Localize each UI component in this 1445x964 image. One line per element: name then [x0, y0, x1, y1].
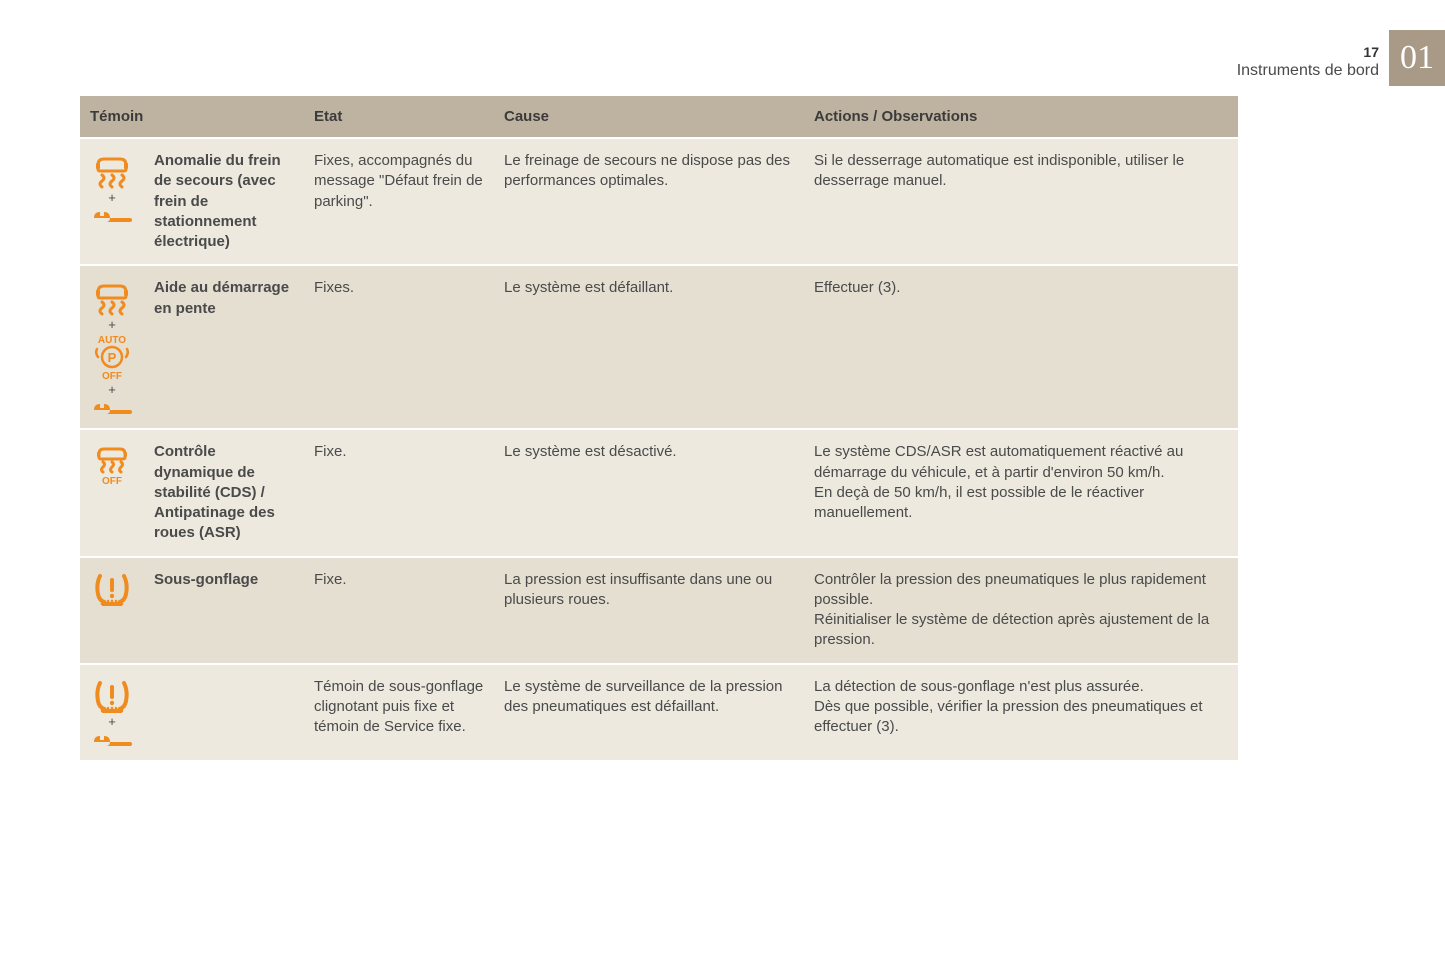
table-row: Sous-gonflage Fixe. La pression est insu…	[80, 557, 1238, 664]
tire-pressure-icon	[92, 570, 132, 606]
warning-etat: Fixe.	[304, 557, 494, 664]
warning-actions: Le système CDS/ASR est automatiquement r…	[804, 429, 1238, 556]
plus-icon: +	[108, 715, 116, 728]
plus-icon: +	[108, 318, 116, 331]
table-row: Contrôle dynamique de stabilité (CDS) / …	[80, 429, 1238, 556]
warning-name: Contrôle dynamique de stabilité (CDS) / …	[144, 429, 304, 556]
warning-cause: Le freinage de secours ne dispose pas de…	[494, 138, 804, 265]
warning-name: Sous-gonflage	[144, 557, 304, 664]
warning-name: Anomalie du frein de secours (avec frein…	[144, 138, 304, 265]
table-row: + Témoin de sous-gonflage clignotant pui…	[80, 664, 1238, 761]
warning-actions: Si le desserrage automatique est indispo…	[804, 138, 1238, 265]
stability-off-icon	[93, 442, 131, 486]
warning-name: Aide au démarrage en pente	[144, 265, 304, 429]
stability-skid-icon	[92, 151, 132, 189]
header-actions: Actions / Observations	[804, 96, 1238, 138]
warning-etat: Témoin de sous-gonflage clignotant puis …	[304, 664, 494, 761]
warning-etat: Fixe.	[304, 429, 494, 556]
stability-skid-icon	[92, 278, 132, 316]
warning-name	[144, 664, 304, 761]
warning-cause: Le système est défaillant.	[494, 265, 804, 429]
icon-cell	[80, 429, 144, 556]
plus-icon: +	[108, 383, 116, 396]
chapter-tab: 01	[1389, 30, 1445, 86]
warning-cause: Le système de surveillance de la pressio…	[494, 664, 804, 761]
icon-cell: +	[80, 664, 144, 761]
warning-actions: Contrôler la pression des pneumatiques l…	[804, 557, 1238, 664]
plus-icon: +	[108, 191, 116, 204]
tire-pressure-icon	[92, 677, 132, 713]
wrench-icon	[90, 730, 134, 748]
warning-lights-table: Témoin Etat Cause Actions / Observations…	[80, 96, 1238, 762]
table-header-row: Témoin Etat Cause Actions / Observations	[80, 96, 1238, 138]
page-number: 17	[1363, 44, 1379, 60]
icon-cell: +	[80, 138, 144, 265]
wrench-icon	[90, 206, 134, 224]
table-row: + Anomalie du frein de secours (avec fre…	[80, 138, 1238, 265]
wrench-icon	[90, 398, 134, 416]
warning-actions: Effectuer (3).	[804, 265, 1238, 429]
header-temoin: Témoin	[80, 96, 304, 138]
warning-cause: La pression est insuffisante dans une ou…	[494, 557, 804, 664]
warning-cause: Le système est désactivé.	[494, 429, 804, 556]
icon-cell	[80, 557, 144, 664]
auto-parking-off-icon	[92, 333, 132, 381]
warning-etat: Fixes, accompagnés du message "Défaut fr…	[304, 138, 494, 265]
header-etat: Etat	[304, 96, 494, 138]
icon-cell: + +	[80, 265, 144, 429]
header-cause: Cause	[494, 96, 804, 138]
section-title: Instruments de bord	[1237, 62, 1379, 80]
warning-actions: La détection de sous-gonflage n'est plus…	[804, 664, 1238, 761]
table-row: + + Aide au démarrage en pente Fixes. Le…	[80, 265, 1238, 429]
warning-etat: Fixes.	[304, 265, 494, 429]
